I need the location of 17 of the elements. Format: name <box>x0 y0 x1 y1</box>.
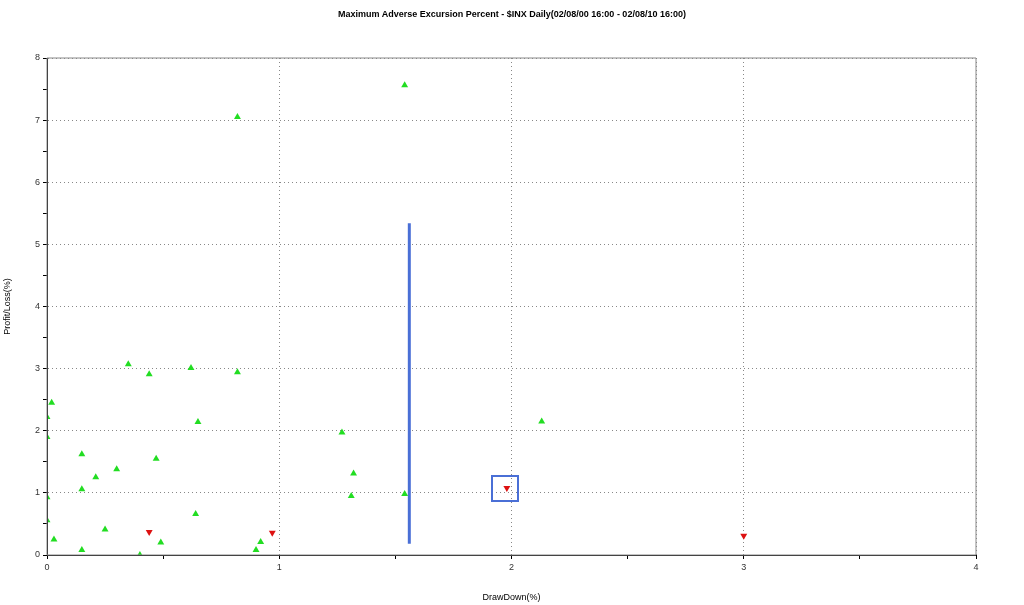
y-tick-label: 1 <box>34 487 40 498</box>
y-tick-label: 7 <box>34 114 40 125</box>
y-axis-title: Profit/Loss(%) <box>1 278 12 335</box>
y-tick-label: 6 <box>34 176 40 187</box>
y-tick-label: 2 <box>34 425 40 436</box>
x-axis-title: DrawDown(%) <box>482 592 541 603</box>
x-tick-label: 0 <box>44 561 50 572</box>
x-tick-label: 2 <box>508 561 515 572</box>
y-tick-label: 4 <box>34 300 40 311</box>
x-tick-label: 3 <box>741 561 747 572</box>
x-tick-label: 1 <box>276 561 282 572</box>
y-tick-label: 5 <box>34 238 40 249</box>
y-tick-label: 8 <box>34 52 40 63</box>
y-tick-label: 3 <box>34 363 40 374</box>
y-tick-label: 0 <box>34 549 40 560</box>
x-tick-label: 4 <box>973 561 979 572</box>
chart-title: Maximum Adverse Excursion Percent - $INX Daily(02/08/00 16:00 - 02/08/10 16:00) <box>338 9 686 19</box>
